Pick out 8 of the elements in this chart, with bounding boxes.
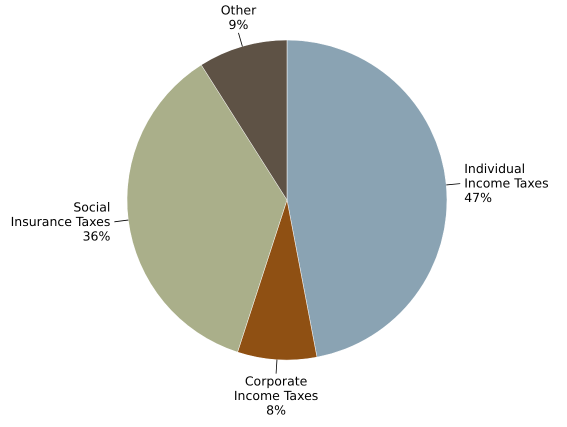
slice-label: Other <box>220 2 258 18</box>
data-label: 9% <box>228 16 248 32</box>
slice-label: Social Insurance Taxes <box>10 199 110 229</box>
slice-label: Individual Income Taxes <box>464 161 549 191</box>
slice-label: Corporate Income Taxes <box>234 374 318 404</box>
data-label: 36% <box>82 228 110 244</box>
data-label: 8% <box>266 402 286 418</box>
data-label: 47% <box>464 190 492 206</box>
